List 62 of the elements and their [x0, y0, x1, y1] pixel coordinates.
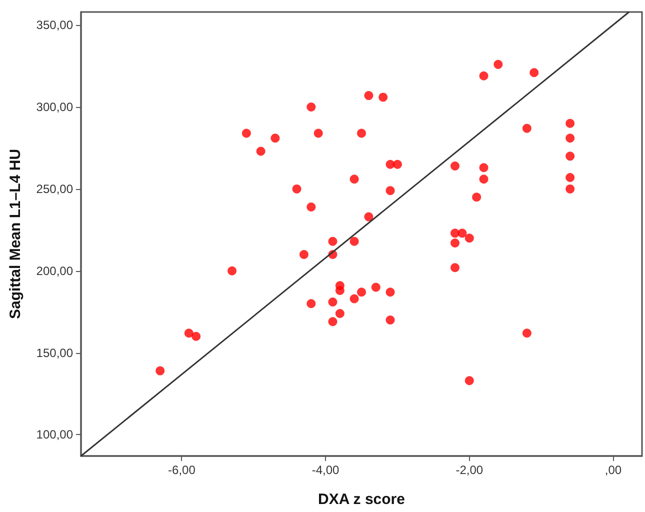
point [328, 297, 338, 306]
point [184, 328, 194, 338]
point [192, 332, 201, 341]
point [522, 328, 532, 338]
point [386, 186, 395, 196]
point [364, 212, 374, 222]
point [350, 174, 359, 184]
point [350, 236, 359, 246]
point [566, 152, 575, 161]
point [464, 234, 474, 243]
point [479, 71, 488, 80]
point [228, 266, 237, 276]
point [364, 91, 374, 100]
point [371, 282, 380, 292]
point [450, 162, 460, 171]
point [464, 376, 474, 386]
point [450, 238, 460, 248]
y-tick-label: 200,00 [36, 264, 74, 278]
point [306, 102, 316, 112]
point [386, 288, 395, 297]
point [357, 288, 366, 297]
point [566, 184, 575, 194]
x-tick-label: ,00 [604, 463, 622, 477]
point [350, 294, 359, 304]
point [378, 92, 388, 102]
point [566, 118, 575, 128]
y-tick-label: 100,00 [36, 428, 74, 442]
point [522, 124, 532, 133]
point [335, 286, 344, 296]
point [314, 128, 323, 138]
point [335, 308, 344, 318]
point [479, 163, 488, 172]
x-tick-label: -2,00 [456, 463, 484, 477]
point [270, 134, 280, 143]
point [306, 299, 316, 308]
point [256, 146, 266, 156]
point [242, 128, 251, 138]
point [306, 202, 316, 212]
point [386, 316, 395, 325]
y-tick-label: 250,00 [36, 182, 74, 196]
y-tick-label: 300,00 [36, 100, 74, 114]
point [566, 172, 575, 182]
point [392, 160, 402, 169]
x-axis-title: DXA z score [318, 491, 405, 508]
y-tick-label: 350,00 [36, 18, 74, 32]
point [292, 184, 302, 194]
point [479, 174, 488, 184]
point [328, 236, 338, 246]
point [299, 250, 308, 259]
point [328, 317, 338, 326]
x-tick-label: -6,00 [168, 463, 196, 477]
y-axis-title: Sagittal Mean L1–L4 HU [7, 148, 24, 320]
point [494, 60, 503, 69]
point [472, 192, 482, 202]
point [450, 263, 460, 272]
point [357, 128, 366, 138]
point [458, 228, 467, 238]
x-tick-label: -4,00 [312, 463, 340, 477]
point [530, 68, 539, 78]
point [156, 366, 165, 376]
point [566, 134, 575, 143]
y-tick-label: 150,00 [36, 346, 74, 360]
